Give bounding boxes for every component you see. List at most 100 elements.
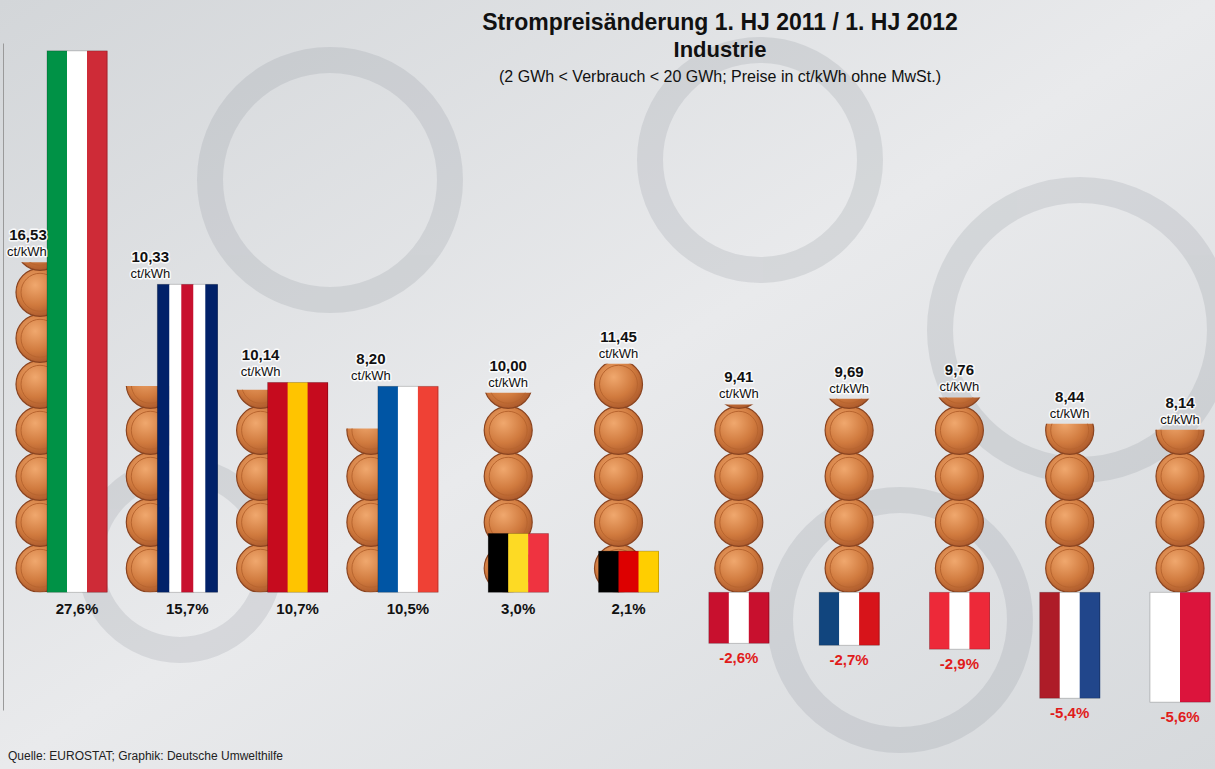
coin-stack: [825, 399, 873, 592]
coin: [1046, 452, 1094, 500]
flag-stripe: [47, 51, 68, 592]
bar: [599, 551, 659, 592]
flag-stripe: [929, 592, 950, 649]
coin-rim: [720, 457, 758, 495]
price-unit: ct/kWh: [351, 368, 391, 383]
flag-bar: [378, 386, 439, 592]
coin-rim: [1161, 430, 1199, 450]
coin-rim: [940, 397, 978, 403]
price-label: 11,45: [600, 328, 637, 345]
flag-stripe: [1150, 592, 1181, 702]
coin-rim: [720, 503, 758, 541]
coin-rim: [489, 457, 527, 495]
coin-rim: [940, 503, 978, 541]
coin: [825, 399, 873, 408]
flag-bar: [488, 533, 549, 592]
flag-stripe: [87, 51, 108, 592]
coin: [1046, 424, 1094, 454]
coin: [595, 498, 643, 546]
y-axis: [3, 44, 4, 711]
chart-svg: 16,53ct/kWh27,6%10,33ct/kWh15,7%10,14ct/…: [0, 0, 1215, 769]
flag-stripe: [1040, 592, 1061, 698]
price-unit: ct/kWh: [940, 379, 980, 394]
flag-stripe: [157, 284, 170, 592]
coin: [935, 397, 983, 408]
coin-rim: [600, 365, 638, 403]
price-unit: ct/kWh: [719, 386, 759, 401]
coin: [715, 544, 763, 592]
value-label: -2,7%: [830, 651, 869, 668]
flag-stripe: [528, 533, 549, 592]
flag-bar: [157, 284, 218, 592]
flag-stripe: [193, 284, 206, 592]
flag-stripe: [488, 533, 509, 592]
coin: [595, 364, 643, 409]
coin-stack: [1046, 424, 1094, 592]
coin: [1046, 498, 1094, 546]
flag-stripe: [949, 592, 970, 649]
coin-stack: [935, 397, 983, 592]
bar: [47, 51, 107, 592]
flag-stripe: [749, 592, 770, 643]
flag-stripe: [619, 551, 640, 592]
coin: [484, 393, 532, 409]
axis-line: [3, 44, 4, 711]
coin-rim: [1161, 457, 1199, 495]
coin: [595, 452, 643, 500]
coin-rim: [1051, 503, 1089, 541]
bar: [929, 592, 989, 649]
price-unit: ct/kWh: [599, 346, 639, 361]
flag-stripe: [709, 592, 730, 643]
flag-stripe: [729, 592, 750, 643]
coin-rim: [830, 503, 868, 541]
coin-rim: [1161, 549, 1199, 587]
price-label: 8,44: [1055, 388, 1085, 405]
price-label: 8,20: [356, 350, 385, 367]
coin-rim: [940, 549, 978, 587]
coin: [935, 452, 983, 500]
value-label: 3,0%: [501, 600, 535, 617]
flag-stripe: [839, 592, 860, 645]
annotation: (2 GWh < Verbrauch < 20 GWh; Preise in c…: [499, 68, 941, 85]
flag-stripe: [969, 592, 990, 649]
coin: [484, 452, 532, 500]
flag-stripe: [859, 592, 880, 645]
flag-stripe: [599, 551, 620, 592]
coin-stack: [595, 364, 643, 593]
flag-stripe: [398, 386, 419, 592]
subtitle: Industrie: [674, 37, 767, 62]
chart-root: 16,53ct/kWh27,6%10,33ct/kWh15,7%10,14ct/…: [0, 0, 1215, 769]
price-label: 9,69: [834, 363, 863, 380]
flag-bar: [819, 592, 880, 645]
plot-area: [16, 51, 1211, 702]
flag-bar: [268, 382, 329, 592]
coin-rim: [600, 411, 638, 449]
price-unit: ct/kWh: [488, 375, 528, 390]
value-label: -2,6%: [719, 649, 758, 666]
flag-stripe: [181, 284, 194, 592]
coin: [1156, 544, 1204, 592]
coin: [1156, 430, 1204, 455]
value-label: 10,7%: [276, 600, 319, 617]
flag-stripe: [639, 551, 660, 592]
price-unit: ct/kWh: [1160, 412, 1200, 427]
value-label: -5,4%: [1050, 704, 1089, 721]
background: [0, 0, 1215, 769]
coin-rim: [489, 411, 527, 449]
price-unit: ct/kWh: [7, 244, 47, 259]
flag-stripe: [288, 382, 309, 592]
flag-stripe: [418, 386, 439, 592]
coin: [1156, 498, 1204, 546]
flag-stripe: [378, 386, 399, 592]
bar: [709, 592, 769, 643]
coin: [715, 498, 763, 546]
flag-bar: [599, 551, 660, 592]
flag-stripe: [819, 592, 840, 645]
coin-rim: [600, 503, 638, 541]
coin: [825, 406, 873, 454]
value-label: 2,1%: [611, 600, 645, 617]
coin: [825, 544, 873, 592]
value-label: 27,6%: [56, 600, 99, 617]
source: Quelle: EUROSTAT; Graphik: Deutsche Umwe…: [8, 749, 283, 763]
value-label: 15,7%: [166, 600, 209, 617]
